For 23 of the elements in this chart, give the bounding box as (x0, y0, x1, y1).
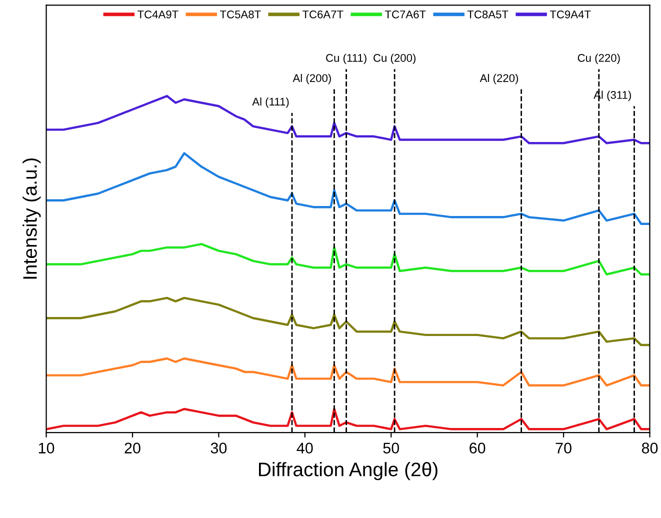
legend-label: TC4A9T (138, 10, 178, 18)
x-tick-label: 60 (470, 442, 486, 454)
x-tick-label: 20 (124, 442, 140, 454)
ref-line-label: Al (220) (480, 74, 518, 84)
legend-label: TC7A6T (384, 10, 426, 18)
x-tick-label: 10 (38, 442, 54, 454)
ref-line-label: Cu (111) (326, 54, 366, 64)
ref-line-label: Al (311) (594, 90, 631, 102)
x-tick-label: 50 (383, 442, 400, 454)
legend-label: TC9A4T (550, 10, 591, 18)
x-tick-label: 70 (556, 442, 572, 454)
y-axis-title: Intensity (a.u.) (22, 158, 41, 279)
ref-line-label: Al (111) (252, 97, 289, 108)
x-axis-title: Diffraction Angle (2θ) (259, 462, 438, 480)
ref-line-label: Cu (220) (578, 54, 620, 64)
x-tick-label: 80 (642, 442, 658, 454)
x-tick-label: 40 (296, 442, 313, 454)
legend-label: TC8A5T (467, 10, 508, 18)
legend-label: TC5A8T (220, 10, 261, 18)
legend-label: TC6A7T (302, 10, 344, 18)
ref-line-label: Al (200) (292, 74, 331, 84)
ref-line-label: Cu (200) (374, 54, 416, 64)
x-tick-label: 30 (210, 442, 227, 454)
